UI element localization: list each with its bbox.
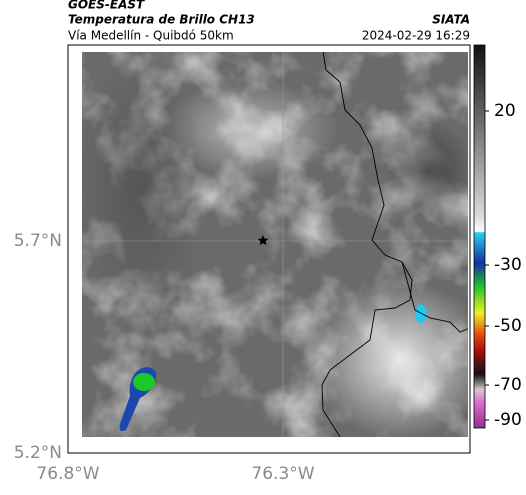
bright-area	[310, 280, 468, 437]
lon-label: 76.8°W	[36, 464, 99, 484]
colorbar-label: -70	[494, 375, 522, 395]
colorbar-label: -90	[494, 410, 522, 430]
route: Vía Medellín - Quibdó 50km	[68, 29, 234, 43]
lat-label: 5.2°N	[14, 443, 62, 463]
dark-area	[82, 52, 210, 330]
lat-label: 5.7°N	[14, 231, 62, 251]
colorbar-label: -50	[494, 316, 522, 336]
cold-core	[133, 373, 155, 391]
title: GOES-EAST	[68, 0, 145, 12]
satellite-image	[82, 52, 468, 437]
border	[401, 261, 468, 333]
datetime: 2024-02-29 16:29	[362, 29, 470, 43]
location-marker	[257, 235, 269, 246]
colorbar-label: -30	[494, 255, 522, 275]
colorbar-ticks: 20 -30 -50 -70 -90	[485, 101, 522, 430]
colorbar	[473, 44, 486, 429]
dark-area	[385, 120, 468, 220]
source: SIATA	[432, 13, 470, 27]
colorbar-label: 20	[494, 101, 516, 121]
subtitle: Temperatura de Brillo CH13	[68, 13, 255, 27]
lon-label: 76.3°W	[251, 464, 314, 484]
